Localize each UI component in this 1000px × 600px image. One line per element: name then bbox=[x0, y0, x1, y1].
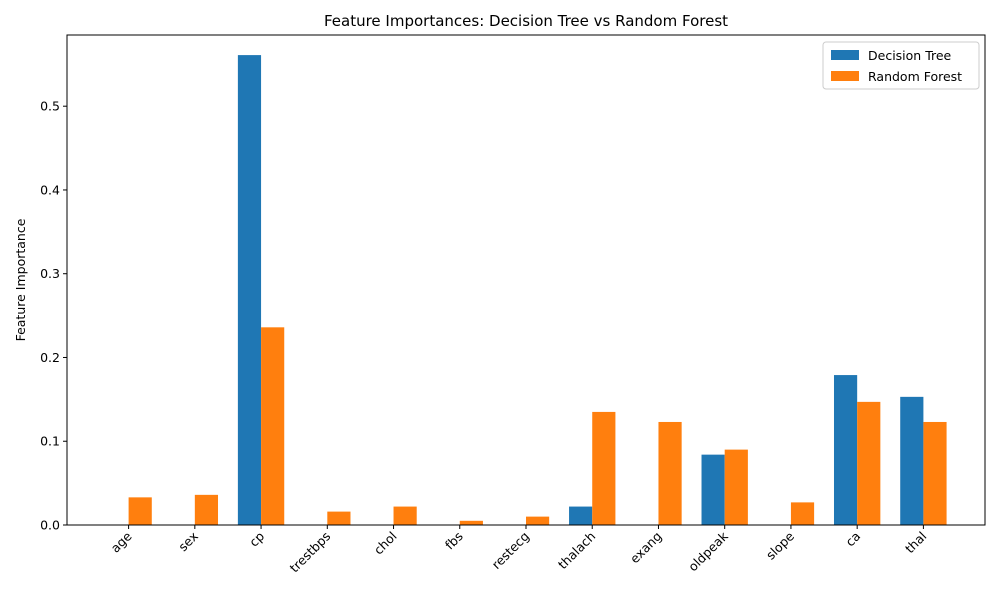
x-tick-label-cp: cp bbox=[246, 528, 267, 549]
legend: Decision Tree Random Forest bbox=[822, 41, 980, 90]
bar-random-forest-cp bbox=[261, 327, 285, 525]
x-tick-label-fbs: fbs bbox=[442, 529, 466, 553]
y-tick-label: 0.4 bbox=[40, 182, 60, 197]
bar-decision-tree-oldpeak bbox=[701, 454, 725, 525]
y-tick-label: 0.0 bbox=[40, 518, 60, 533]
bar-random-forest-oldpeak bbox=[724, 449, 748, 525]
chart-title: Feature Importances: Decision Tree vs Ra… bbox=[324, 12, 728, 30]
bar-random-forest-restecg bbox=[526, 516, 550, 525]
x-tick-label-ca: ca bbox=[842, 529, 863, 550]
x-tick-label-thalach: thalach bbox=[555, 529, 598, 572]
legend-swatch-random-forest bbox=[831, 71, 859, 81]
x-tick-label-restecg: restecg bbox=[489, 529, 532, 572]
plot-area: 0.0 0.1 0.2 0.3 0.4 0.5 age sex cp trestbps chol fb… bbox=[40, 34, 986, 576]
bar-random-forest-exang bbox=[658, 421, 682, 525]
y-tick-label: 0.2 bbox=[40, 350, 60, 365]
y-axis-label: Feature Importance bbox=[13, 218, 28, 341]
legend-swatch-decision-tree bbox=[831, 50, 859, 60]
bar-decision-tree-cp bbox=[237, 55, 262, 525]
bar-random-forest-trestbps bbox=[327, 511, 351, 525]
bar-random-forest-fbs bbox=[459, 520, 483, 525]
bar-random-forest-thal bbox=[923, 421, 947, 525]
legend-label-decision-tree: Decision Tree bbox=[868, 48, 952, 63]
bar-decision-tree-ca bbox=[833, 375, 858, 525]
legend-label-random-forest: Random Forest bbox=[868, 69, 962, 84]
x-tick-label-chol: chol bbox=[371, 529, 400, 558]
y-tick-label: 0.3 bbox=[40, 266, 60, 281]
legend-box bbox=[822, 41, 980, 90]
bar-decision-tree-thalach bbox=[569, 506, 593, 525]
y-tick-label: 0.1 bbox=[40, 434, 60, 449]
bar-random-forest-ca bbox=[857, 401, 881, 525]
x-tick-label-oldpeak: oldpeak bbox=[685, 528, 731, 574]
bar-random-forest-thalach bbox=[592, 411, 616, 525]
bar-random-forest-chol bbox=[393, 506, 417, 525]
bar-decision-tree-thal bbox=[900, 396, 924, 525]
x-tick-label-slope: slope bbox=[763, 528, 797, 562]
bar-random-forest-sex bbox=[194, 494, 219, 525]
y-tick-label: 0.5 bbox=[40, 99, 60, 114]
x-tick-label-thal: thal bbox=[902, 529, 930, 557]
bar-random-forest-slope bbox=[790, 502, 815, 525]
x-tick-label-trestbps: trestbps bbox=[287, 529, 334, 576]
bar-random-forest-age bbox=[128, 497, 152, 525]
x-tick-label-sex: sex bbox=[175, 529, 201, 555]
x-tick-label-exang: exang bbox=[627, 529, 665, 567]
x-tick-label-age: age bbox=[108, 528, 135, 555]
